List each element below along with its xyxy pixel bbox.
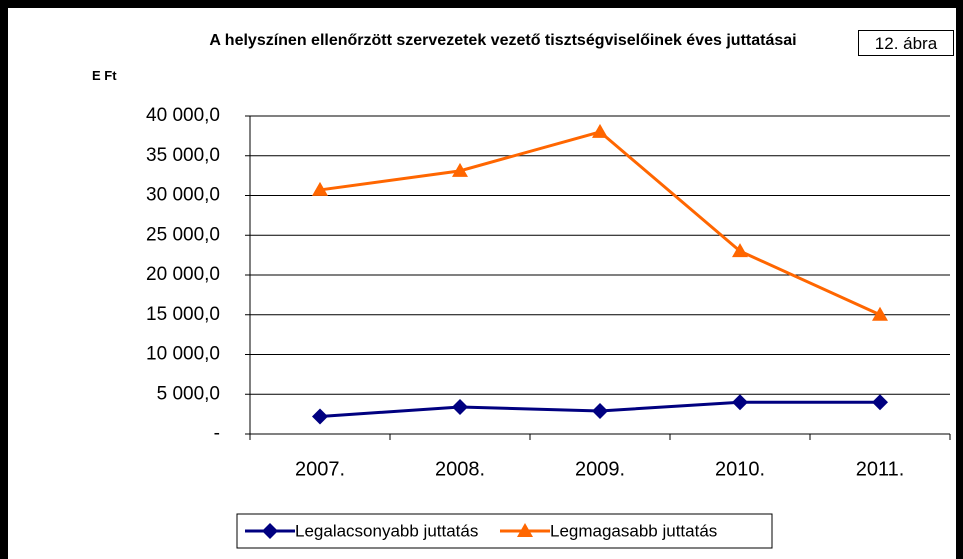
y-tick-label: - xyxy=(214,423,220,444)
marker xyxy=(872,306,888,321)
marker xyxy=(517,523,533,537)
x-tick-label: 2007. xyxy=(295,458,345,480)
x-tick-label: 2008. xyxy=(435,458,485,480)
x-tick-label: 2011. xyxy=(856,458,905,480)
annotation: 12. ábra xyxy=(858,30,954,56)
y-tick-label: 20 000,0 xyxy=(146,264,220,285)
x-tick-label: 2010. xyxy=(715,458,765,480)
legend-label: Legmagasabb juttatás xyxy=(550,521,717,540)
marker xyxy=(592,123,608,138)
y-axis-label: E Ft xyxy=(92,68,117,83)
marker xyxy=(312,408,328,425)
marker xyxy=(872,394,888,411)
marker xyxy=(262,523,278,539)
y-tick-label: 25 000,0 xyxy=(146,224,220,245)
y-tick-label: 40 000,0 xyxy=(146,105,220,126)
y-tick-label: 30 000,0 xyxy=(146,185,220,206)
y-tick-label: 15 000,0 xyxy=(146,304,220,325)
legend-label: Legalacsonyabb juttatás xyxy=(295,521,478,540)
y-tick-label: 35 000,0 xyxy=(146,145,220,166)
marker xyxy=(732,243,748,258)
marker xyxy=(312,181,328,196)
marker xyxy=(452,398,468,415)
x-tick-label: 2009. xyxy=(575,458,625,480)
marker xyxy=(452,162,468,177)
series-line xyxy=(319,130,881,317)
marker xyxy=(732,394,748,411)
y-tick-label: 5 000,0 xyxy=(157,383,220,404)
marker xyxy=(592,402,608,419)
y-tick-label: 10 000,0 xyxy=(146,344,220,365)
chart-title: A helyszínen ellenőrzött szervezetek vez… xyxy=(209,32,797,49)
